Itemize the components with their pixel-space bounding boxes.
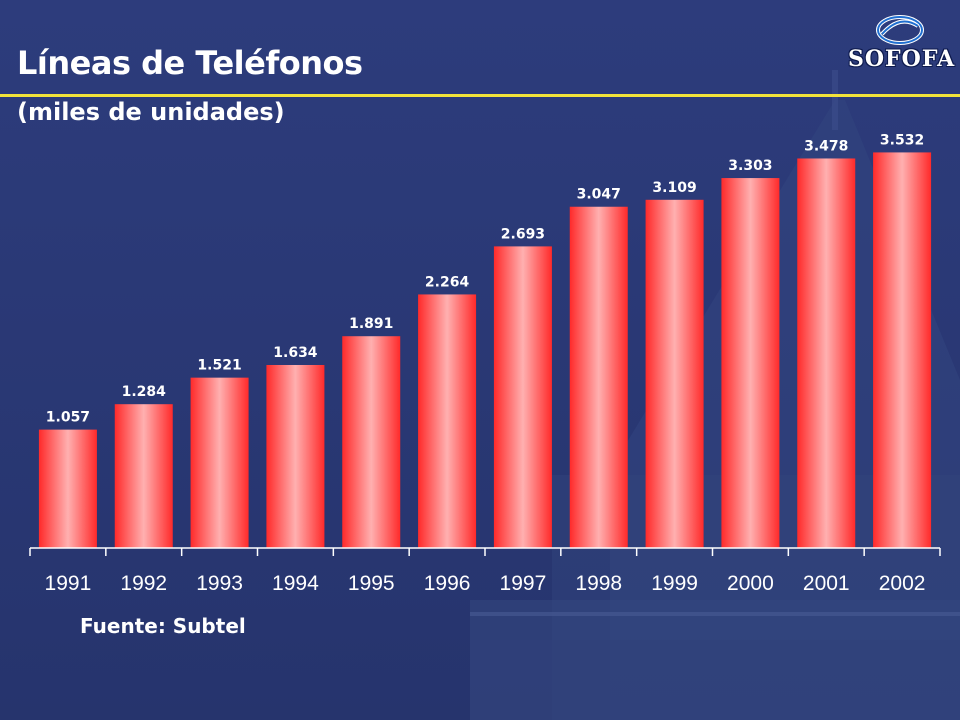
bar-2001 [797, 158, 856, 549]
x-tick-label-1999: 1999 [651, 572, 698, 595]
page-subtitle: (miles de unidades) [17, 98, 285, 126]
data-label-1993: 1.521 [197, 358, 241, 374]
data-label-1998: 3.047 [577, 187, 621, 203]
sofofa-logo-emblem-icon [876, 15, 924, 45]
x-tick-label-1991: 1991 [45, 572, 92, 595]
bar-1991 [38, 429, 97, 548]
x-tick-label-2002: 2002 [879, 572, 926, 595]
x-tick-label-1993: 1993 [196, 572, 243, 595]
bar-1996 [418, 294, 477, 548]
bar-1993 [190, 377, 249, 548]
x-tick-label-1998: 1998 [575, 572, 622, 595]
x-tick-label-2000: 2000 [727, 572, 774, 595]
data-label-1999: 3.109 [652, 180, 696, 196]
data-label-1995: 1.891 [349, 316, 393, 332]
page-title: Líneas de Teléfonos [17, 44, 363, 82]
source-note: Fuente: Subtel [80, 614, 246, 638]
sofofa-logo-text: SOFOFA [848, 46, 956, 72]
data-label-2002: 3.532 [880, 132, 924, 148]
bar-1992 [114, 404, 173, 548]
data-label-1997: 2.693 [501, 226, 545, 242]
bar-1999 [645, 199, 704, 549]
data-label-2000: 3.303 [728, 158, 772, 174]
data-label-2001: 3.478 [804, 138, 848, 154]
data-label-1996: 2.264 [425, 274, 470, 290]
title-underline-rule [0, 94, 960, 97]
x-tick-label-1992: 1992 [120, 572, 167, 595]
bar-1998 [569, 206, 628, 548]
x-tick-label-2001: 2001 [803, 572, 850, 595]
bar-1994 [266, 364, 325, 548]
bar-1995 [342, 336, 401, 548]
bar-2000 [721, 178, 780, 548]
x-tick-label-1996: 1996 [424, 572, 471, 595]
data-label-1991: 1.057 [46, 410, 90, 426]
x-tick-label-1994: 1994 [272, 572, 319, 595]
data-label-1992: 1.284 [122, 384, 167, 400]
sofofa-logo: SOFOFA [848, 8, 956, 78]
x-tick-label-1997: 1997 [500, 572, 547, 595]
x-tick-label-1995: 1995 [348, 572, 395, 595]
bar-1997 [493, 246, 552, 548]
data-label-1994: 1.634 [273, 345, 318, 361]
bar-2002 [873, 152, 932, 548]
